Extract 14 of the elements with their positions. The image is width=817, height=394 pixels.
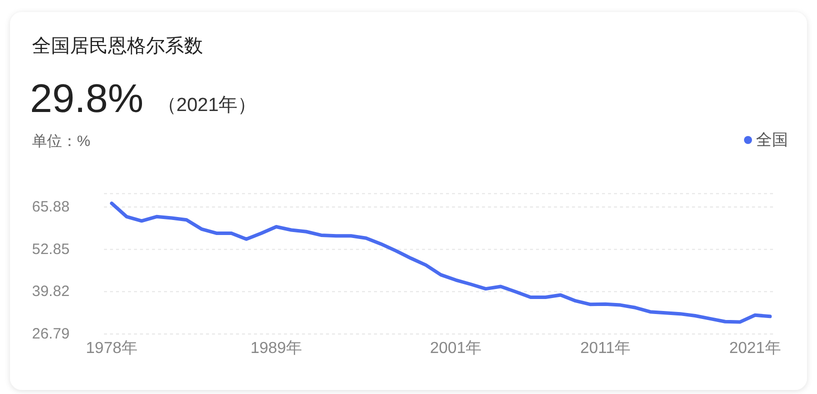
legend-text: 全国	[756, 132, 788, 149]
subtitle: 29.8%	[30, 77, 144, 121]
ytick: 52.85	[32, 240, 70, 258]
ylabel: 单位：%	[32, 133, 90, 150]
xtick: 2021年	[729, 340, 781, 357]
xtick: 1978年	[86, 340, 138, 357]
annotation: （2021年）	[157, 95, 257, 116]
ytick: 39.82	[32, 283, 70, 300]
title: 全国居民恩格尔系数	[32, 36, 203, 57]
xtick: 2011年	[580, 340, 631, 357]
xtick: 1989年	[250, 340, 302, 357]
xtick: 2001年	[430, 340, 482, 357]
ytick: 26.79	[32, 326, 70, 342]
ytick: 65.88	[32, 198, 70, 216]
